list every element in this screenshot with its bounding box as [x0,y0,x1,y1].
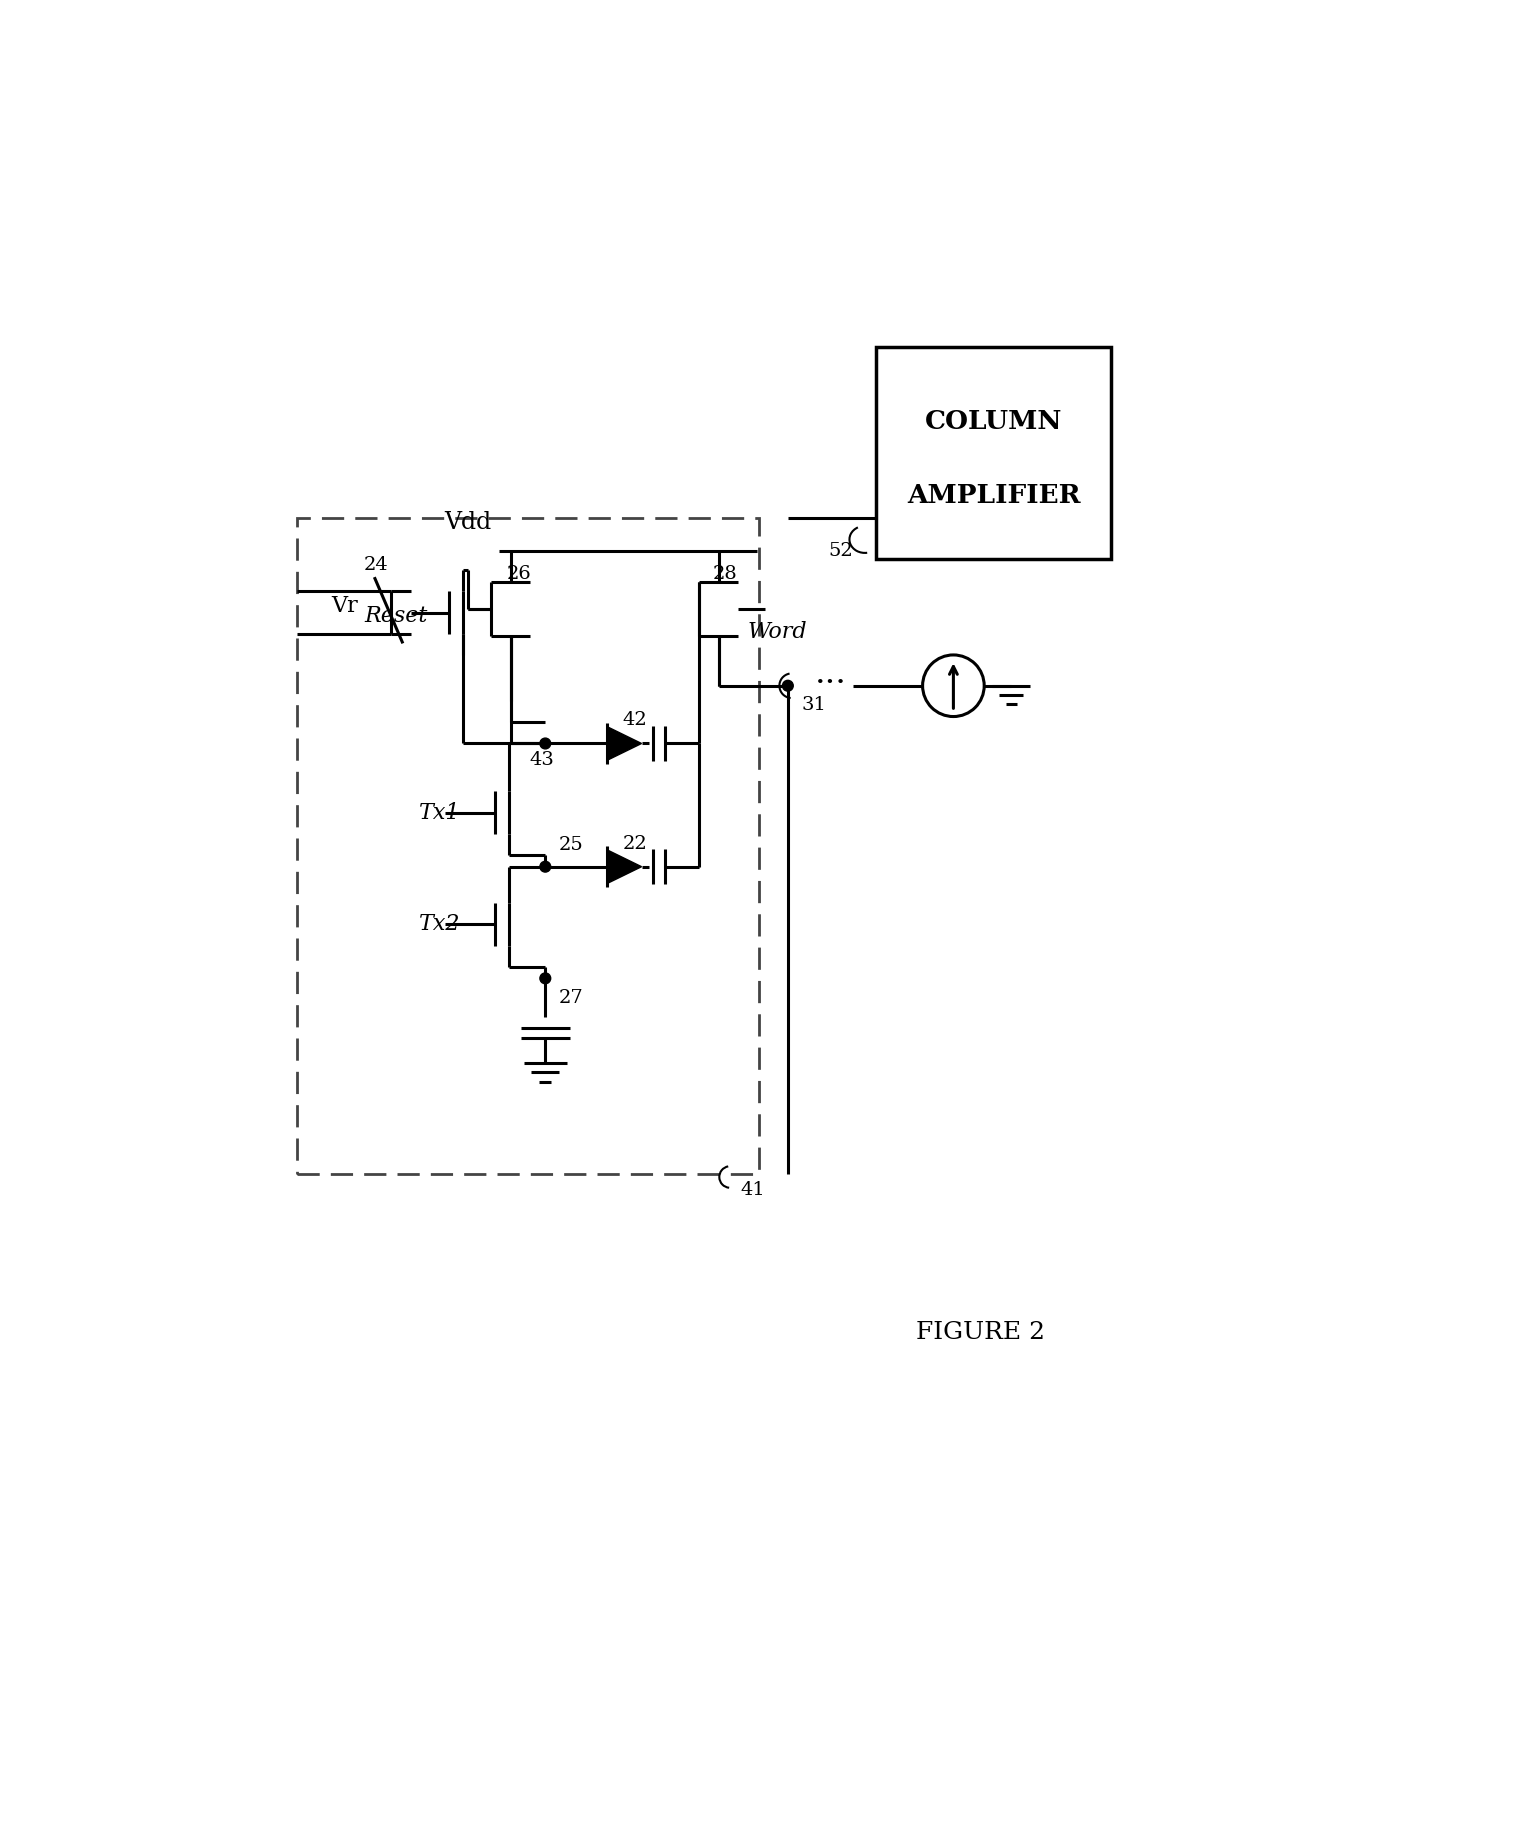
Text: Tx2: Tx2 [419,913,460,935]
Text: Word: Word [748,621,807,643]
Polygon shape [607,727,642,760]
Text: 42: 42 [622,712,647,729]
Circle shape [540,973,550,984]
Text: 22: 22 [622,834,647,853]
Text: 31: 31 [801,696,827,714]
Text: Tx1: Tx1 [419,802,460,824]
Text: 52: 52 [829,542,853,561]
Text: Reset: Reset [364,606,428,628]
Text: 24: 24 [364,555,388,573]
Bar [876,347,1112,559]
Text: Vr: Vr [332,595,358,617]
Circle shape [540,862,550,873]
Bar [297,519,760,1174]
Text: 43: 43 [531,752,555,769]
Circle shape [783,681,794,690]
Polygon shape [607,849,642,884]
Text: ···: ··· [815,668,847,699]
Text: 28: 28 [713,564,737,582]
Text: COLUMN: COLUMN [925,409,1063,433]
Circle shape [540,738,550,749]
Text: 26: 26 [506,564,532,582]
Text: 41: 41 [740,1181,764,1200]
Text: AMPLIFIER: AMPLIFIER [907,482,1081,508]
Text: FIGURE 2: FIGURE 2 [916,1320,1044,1344]
Text: 27: 27 [558,988,583,1006]
Text: Vdd: Vdd [445,511,492,533]
Text: 25: 25 [558,836,583,855]
